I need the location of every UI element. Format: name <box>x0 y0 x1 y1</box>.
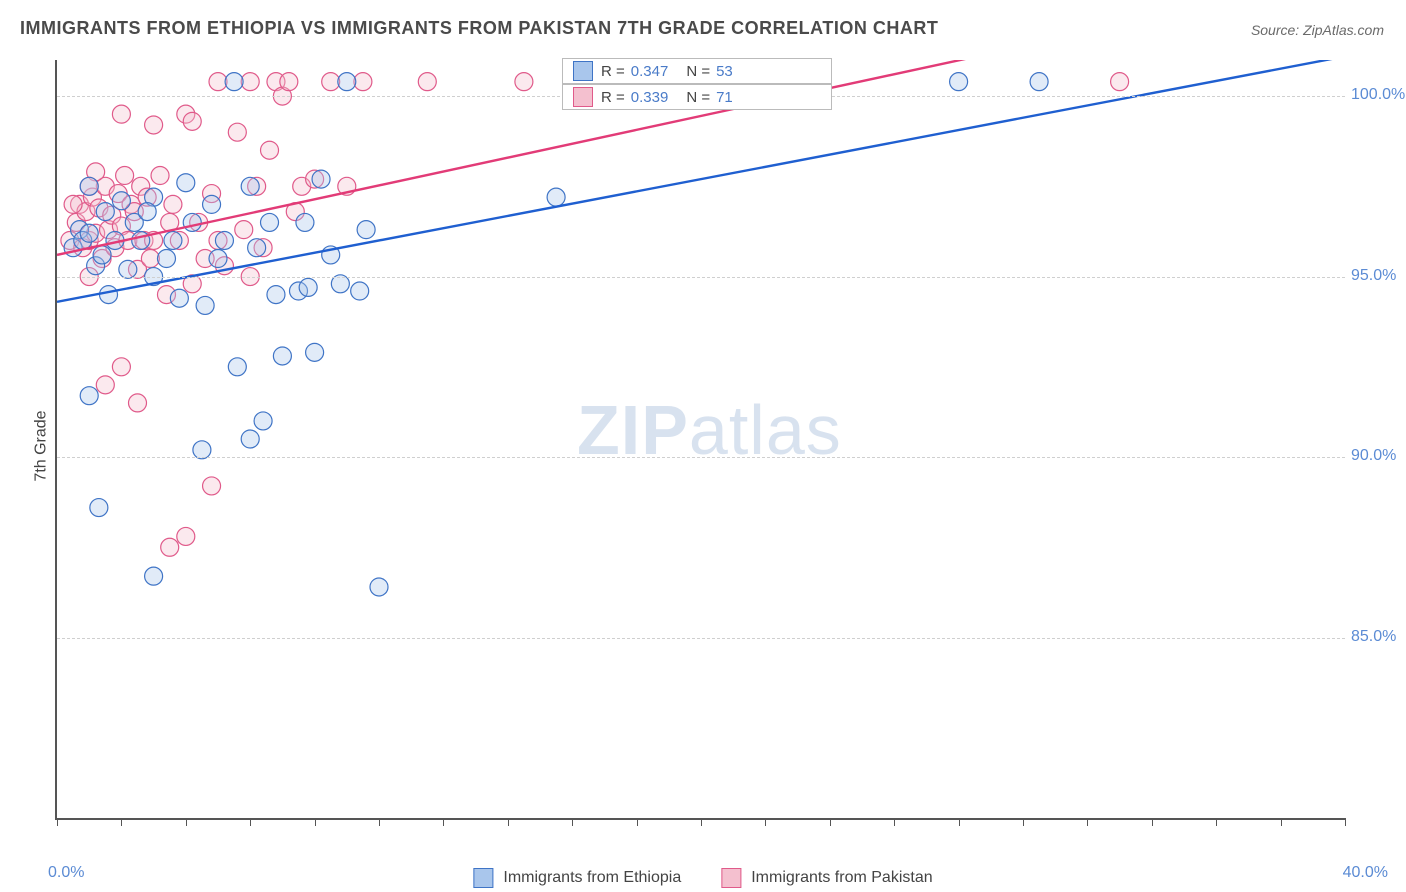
data-point <box>306 343 324 361</box>
data-point <box>170 289 188 307</box>
legend-N-label: N = <box>686 89 710 106</box>
data-point <box>112 358 130 376</box>
legend-bottom: Immigrants from Ethiopia Immigrants from… <box>473 868 932 888</box>
chart-title: IMMIGRANTS FROM ETHIOPIA VS IMMIGRANTS F… <box>20 18 938 39</box>
data-point <box>80 387 98 405</box>
data-point <box>196 296 214 314</box>
data-point <box>177 527 195 545</box>
y-tick-label: 90.0% <box>1351 447 1396 465</box>
data-point <box>129 394 147 412</box>
data-point <box>112 192 130 210</box>
data-point <box>351 282 369 300</box>
legend-top-row-0: R = 0.347 N = 53 <box>562 58 832 84</box>
data-point <box>93 246 111 264</box>
legend-top-row-1: R = 0.339 N = 71 <box>562 84 832 110</box>
legend-R-value-0: 0.347 <box>631 63 669 80</box>
data-point <box>241 177 259 195</box>
legend-bottom-swatch-0 <box>473 868 493 888</box>
data-point <box>215 231 233 249</box>
legend-swatch-0 <box>573 61 593 81</box>
data-point <box>64 195 82 213</box>
data-point <box>322 73 340 91</box>
data-point <box>138 203 156 221</box>
data-point <box>132 231 150 249</box>
data-point <box>80 224 98 242</box>
y-tick-label: 85.0% <box>1351 628 1396 646</box>
data-point <box>241 73 259 91</box>
data-point <box>145 116 163 134</box>
data-point <box>228 123 246 141</box>
y-tick-label: 95.0% <box>1351 267 1396 285</box>
data-point <box>157 250 175 268</box>
data-point <box>338 73 356 91</box>
data-point <box>235 221 253 239</box>
data-point <box>299 278 317 296</box>
data-point <box>296 213 314 231</box>
data-point <box>370 578 388 596</box>
data-point <box>96 376 114 394</box>
data-point <box>177 174 195 192</box>
source-credit: Source: ZipAtlas.com <box>1251 22 1384 38</box>
legend-N-label: N = <box>686 63 710 80</box>
legend-N-value-0: 53 <box>716 63 733 80</box>
data-point <box>354 73 372 91</box>
data-point <box>164 195 182 213</box>
data-point <box>950 73 968 91</box>
data-point <box>241 430 259 448</box>
data-point <box>203 477 221 495</box>
data-point <box>280 73 298 91</box>
data-point <box>80 177 98 195</box>
y-tick-label: 100.0% <box>1351 86 1405 104</box>
legend-swatch-1 <box>573 87 593 107</box>
data-point <box>248 239 266 257</box>
data-point <box>209 250 227 268</box>
data-point <box>1030 73 1048 91</box>
x-tick-label-right: 40.0% <box>1343 864 1388 882</box>
data-point <box>547 188 565 206</box>
data-point <box>273 347 291 365</box>
legend-bottom-label-0: Immigrants from Ethiopia <box>503 869 681 887</box>
data-point <box>141 250 159 268</box>
plot-area: ZIPatlas R = 0.347 N = 53 R = 0.339 N = … <box>55 60 1345 820</box>
data-point <box>183 112 201 130</box>
data-point <box>183 213 201 231</box>
data-point <box>1111 73 1129 91</box>
data-point <box>357 221 375 239</box>
data-point <box>164 231 182 249</box>
legend-bottom-swatch-1 <box>721 868 741 888</box>
data-point <box>151 167 169 185</box>
data-point <box>267 286 285 304</box>
data-point <box>261 213 279 231</box>
data-point <box>225 73 243 91</box>
legend-bottom-label-1: Immigrants from Pakistan <box>751 869 932 887</box>
legend-R-value-1: 0.339 <box>631 89 669 106</box>
data-point <box>312 170 330 188</box>
data-point <box>145 567 163 585</box>
data-point <box>203 195 221 213</box>
data-point <box>161 538 179 556</box>
data-point <box>116 167 134 185</box>
legend-R-label: R = <box>601 63 625 80</box>
data-point <box>228 358 246 376</box>
scatter-svg <box>57 60 1345 818</box>
data-point <box>90 499 108 517</box>
data-point <box>261 141 279 159</box>
data-point <box>515 73 533 91</box>
y-axis-label: 7th Grade <box>33 410 51 481</box>
data-point <box>96 203 114 221</box>
data-point <box>100 286 118 304</box>
data-point <box>112 105 130 123</box>
legend-N-value-1: 71 <box>716 89 733 106</box>
data-point <box>418 73 436 91</box>
data-point <box>209 73 227 91</box>
legend-R-label: R = <box>601 89 625 106</box>
data-point <box>254 412 272 430</box>
chart-container: IMMIGRANTS FROM ETHIOPIA VS IMMIGRANTS F… <box>0 0 1406 892</box>
x-tick-label-left: 0.0% <box>48 864 84 882</box>
